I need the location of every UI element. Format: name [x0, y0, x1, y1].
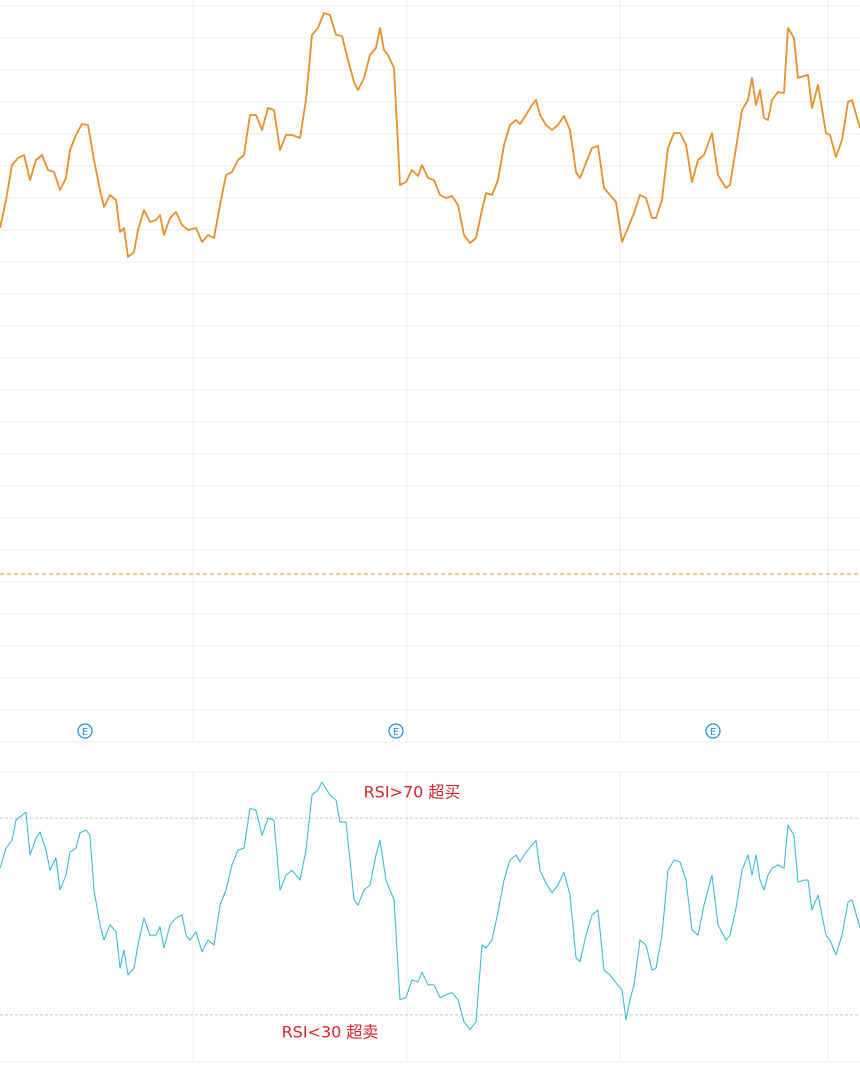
event-marker	[388, 723, 404, 739]
event-label: E	[710, 727, 716, 738]
price-line	[0, 12, 860, 258]
event-label: E	[82, 727, 88, 738]
threshold-label: RSI>70 超买	[364, 783, 461, 802]
threshold-label: RSI<30 超卖	[282, 1022, 379, 1041]
event-marker	[705, 723, 721, 739]
event-label: E	[393, 727, 399, 738]
rsi-line	[0, 781, 860, 1031]
event-marker	[77, 723, 93, 739]
